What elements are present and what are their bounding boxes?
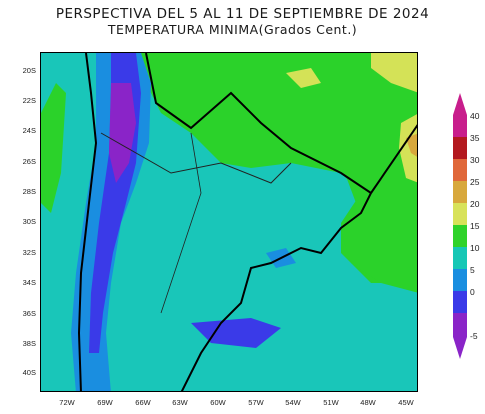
colorbar-bin bbox=[453, 313, 467, 337]
lon-label: 63W bbox=[172, 398, 188, 407]
lat-label: 40S bbox=[22, 368, 36, 377]
map-title: PERSPECTIVA DEL 5 AL 11 DE SEPTIEMBRE DE… bbox=[55, 6, 430, 22]
colorbar-bin bbox=[453, 181, 467, 203]
colorbar-bin bbox=[453, 203, 467, 225]
brazil-coast bbox=[370, 124, 417, 194]
colorbar-tick: 20 bbox=[470, 199, 480, 209]
lat-label: 24S bbox=[22, 126, 36, 135]
colorbar-top-arrow bbox=[453, 93, 467, 115]
colorbar-tick: 5 bbox=[470, 265, 475, 275]
colorbar-bin bbox=[453, 247, 467, 269]
colorbar-bin bbox=[453, 159, 467, 181]
lat-label: 20S bbox=[22, 66, 36, 75]
colorbar-bin bbox=[453, 291, 467, 313]
coastline-east bbox=[145, 53, 373, 391]
colorbar-tick: 35 bbox=[470, 133, 480, 143]
lon-label: 54W bbox=[285, 398, 301, 407]
colorbar-tick: 15 bbox=[470, 221, 480, 231]
lat-label: 22S bbox=[22, 96, 36, 105]
colorbar-tick: 30 bbox=[470, 155, 480, 165]
colorbar-tick: 40 bbox=[470, 111, 480, 121]
colorbar-tick: 10 bbox=[470, 243, 480, 253]
zone-yellow-patch bbox=[286, 68, 321, 88]
lat-label: 30S bbox=[22, 217, 36, 226]
colorbar-tick: 25 bbox=[470, 177, 480, 187]
colorbar-bin bbox=[453, 137, 467, 159]
lon-label: 57W bbox=[248, 398, 264, 407]
colorbar-bin bbox=[453, 115, 467, 137]
colorbar-tick: -5 bbox=[470, 331, 478, 341]
lon-label: 51W bbox=[323, 398, 339, 407]
colorbar bbox=[453, 93, 467, 368]
lon-label: 66W bbox=[135, 398, 151, 407]
map-subtitle: TEMPERATURA MINIMA(Grados Cent.) bbox=[107, 22, 358, 37]
zone-green-west bbox=[41, 83, 66, 213]
province-lines bbox=[160, 132, 202, 314]
zone-blue-patch bbox=[191, 318, 281, 348]
map-canvas bbox=[41, 53, 417, 391]
lon-label: 72W bbox=[59, 398, 75, 407]
temperature-map bbox=[40, 52, 418, 392]
lat-label: 32S bbox=[22, 248, 36, 257]
lon-label: 45W bbox=[398, 398, 414, 407]
lat-label: 28S bbox=[22, 187, 36, 196]
lat-label: 34S bbox=[22, 278, 36, 287]
coastline-west bbox=[77, 53, 98, 391]
colorbar-bin bbox=[453, 269, 467, 291]
border-lines bbox=[100, 132, 292, 184]
lon-label: 60W bbox=[210, 398, 226, 407]
lat-label: 36S bbox=[22, 309, 36, 318]
colorbar-bottom-arrow bbox=[453, 337, 467, 359]
lon-label: 48W bbox=[360, 398, 376, 407]
zone-yellow-ne bbox=[371, 53, 417, 93]
colorbar-tick: 0 bbox=[470, 287, 475, 297]
zone-purple-andes bbox=[109, 83, 136, 183]
lat-label: 26S bbox=[22, 157, 36, 166]
colorbar-bin bbox=[453, 225, 467, 247]
lon-label: 69W bbox=[97, 398, 113, 407]
lat-label: 38S bbox=[22, 339, 36, 348]
zone-green-ocean bbox=[341, 163, 417, 293]
